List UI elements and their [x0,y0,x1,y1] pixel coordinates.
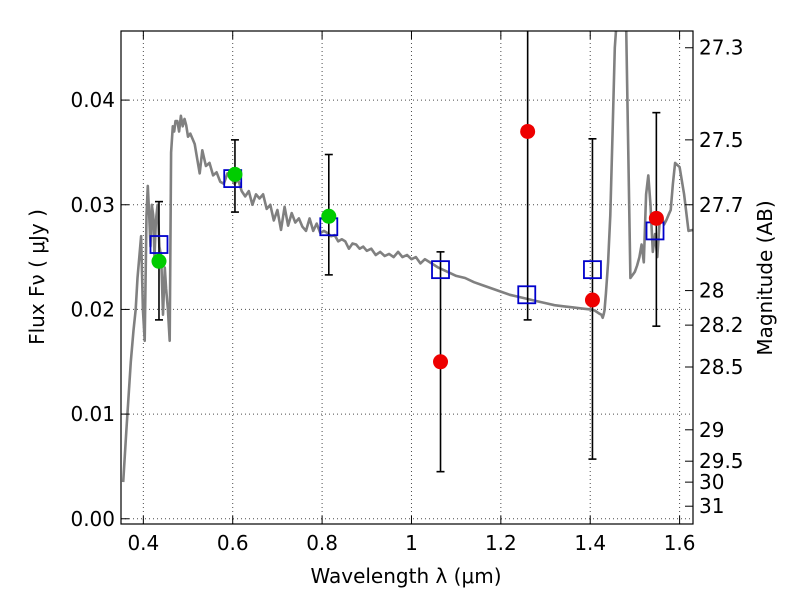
y-axis-label: Flux Fν ( μJy ) [25,209,49,345]
low-significance-point [584,292,600,308]
right-tick-label: 28 [699,279,724,303]
right-tick-label: 29.5 [699,449,744,473]
error-bar-layer [154,31,661,473]
y-tick-label: 0.04 [70,88,115,112]
grid [121,31,693,524]
sed-model-line [121,31,693,483]
marker-layer [149,123,665,370]
x-tick-label: 1 [405,531,418,555]
x-tick-label: 1.6 [664,531,696,555]
x-tick-label: 0.4 [127,531,159,555]
model-photometry-square [517,285,537,305]
x-tick-label: 1.4 [574,531,606,555]
data-layer [121,31,693,483]
right-tick-label: 28.2 [699,313,744,337]
right-tick-label: 27.3 [699,36,744,60]
model-photometry-square [431,260,450,280]
model-photometry-square [149,235,169,254]
right-tick-label: 27.5 [699,128,744,152]
tick-layer: 0.4 0.6 0.8 1 1.2 1.4 1.6 0.00 0.01 0.02 0.03 0.04 2… [70,31,744,555]
low-significance-point [520,123,536,139]
right-tick-label: 29 [699,418,724,442]
detection-point [227,166,243,182]
model-photometry-square [583,260,602,280]
y-tick-label: 0.01 [70,402,115,426]
right-axis-label: Magnitude (AB) [753,200,777,355]
x-tick-label: 0.6 [217,531,249,555]
right-tick-label: 30 [699,470,724,494]
y-tick-label: 0.03 [70,193,115,217]
low-significance-point [433,354,449,370]
right-tick-label: 28.5 [699,355,744,379]
right-tick-label: 27.7 [699,193,744,217]
plot-frame [120,30,694,525]
x-tick-label: 1.2 [485,531,517,555]
x-tick-label: 0.8 [306,531,338,555]
low-significance-point [648,210,664,226]
detection-point [151,253,167,269]
right-tick-label: 31 [699,494,724,518]
x-axis-label: Wavelength λ (μm) [310,564,501,588]
y-tick-label: 0.00 [70,507,115,531]
y-tick-label: 0.02 [70,297,115,321]
detection-point [321,208,337,224]
